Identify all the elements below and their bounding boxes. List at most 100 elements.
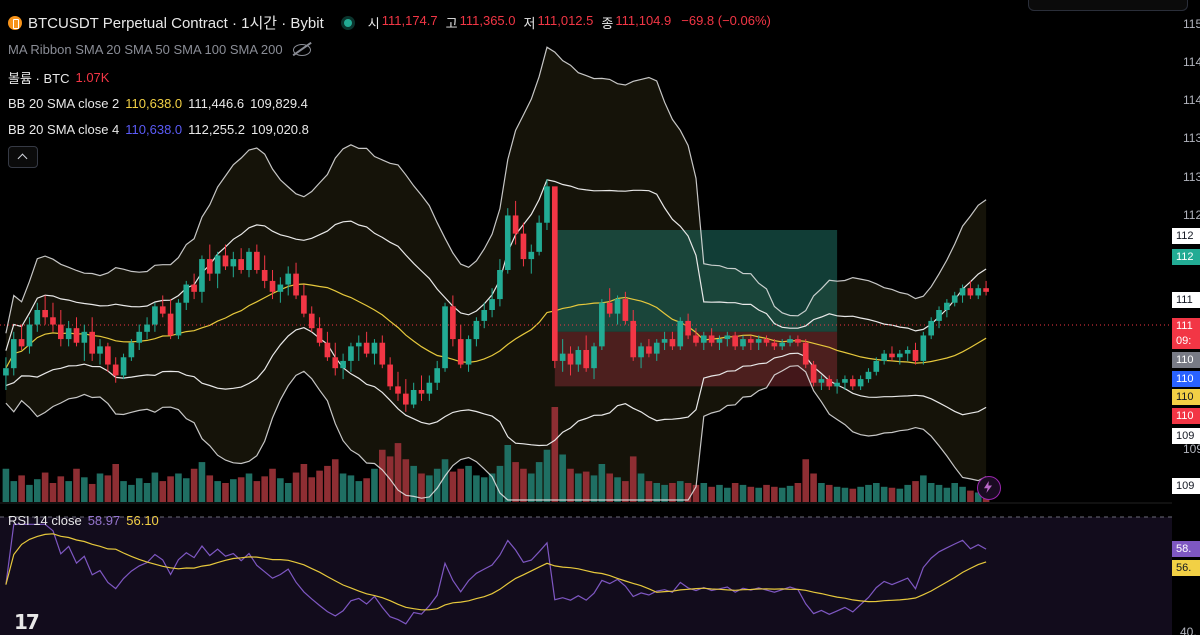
- volume-bar: [567, 468, 574, 502]
- volume-bar: [708, 486, 715, 502]
- candle-body: [818, 379, 825, 383]
- volume-legend[interactable]: 볼륨 · BTC 1.07K: [8, 68, 109, 87]
- volume-bar: [606, 473, 613, 502]
- volume-bar: [316, 470, 323, 502]
- candle-body: [497, 270, 503, 300]
- symbol-title[interactable]: BTCUSDT Perpetual Contract · 1시간 · Bybit: [28, 15, 324, 32]
- candle-body: [18, 339, 25, 347]
- change-value: −69.8 (−0.06%): [681, 13, 771, 28]
- hidden-eye-icon[interactable]: [292, 43, 311, 56]
- volume-bar: [18, 475, 25, 502]
- volume-bar: [465, 465, 472, 502]
- volume-bar: [582, 471, 590, 502]
- candle-body: [653, 342, 660, 354]
- candle-body: [379, 342, 386, 365]
- volume-bar: [104, 475, 112, 502]
- candle-body: [152, 306, 158, 325]
- bb1-basis: 110,638.0: [125, 96, 183, 111]
- bb-outer-fill: [5, 47, 987, 500]
- volume-bar: [692, 484, 700, 502]
- volume-bar: [614, 477, 621, 502]
- volume-bar: [935, 484, 943, 502]
- volume-bar: [300, 464, 308, 502]
- volume-bar: [818, 483, 825, 502]
- volume-bar: [175, 473, 182, 502]
- volume-bar: [778, 487, 786, 502]
- candle-body: [826, 379, 833, 387]
- volume-bar: [645, 481, 653, 502]
- candle-body: [857, 379, 864, 387]
- rsi-tick: 40.: [1180, 625, 1197, 635]
- volume-bar: [974, 492, 982, 502]
- close-value: 111,104.9: [615, 13, 672, 28]
- volume-bar: [488, 473, 496, 502]
- volume-bar: [520, 468, 527, 502]
- candle-body: [520, 233, 527, 260]
- price-scale-label: 112: [1172, 249, 1200, 265]
- bollinger-bands: [5, 46, 987, 501]
- top-toolbar-button[interactable]: [1028, 0, 1188, 11]
- candle-body: [371, 342, 378, 354]
- price-scale-label: 09:: [1172, 333, 1200, 349]
- bb2-legend[interactable]: BB 20 SMA close 4 110,638.0 112,255.2 10…: [8, 122, 309, 137]
- bb1-legend[interactable]: BB 20 SMA close 2 110,638.0 111,446.6 10…: [8, 96, 308, 111]
- lightning-icon[interactable]: [977, 476, 1001, 500]
- bb1-label: BB 20 SMA close 2: [8, 96, 120, 111]
- candle-body: [206, 259, 213, 274]
- volume-bar: [292, 472, 300, 502]
- volume-bar: [622, 481, 629, 502]
- candle-body: [732, 335, 738, 347]
- market-status-icon: [343, 18, 352, 27]
- high-label: 고: [445, 16, 458, 31]
- candle-body: [214, 255, 221, 274]
- volume-bar: [865, 484, 872, 502]
- candle-body: [559, 353, 566, 361]
- candle-body: [316, 328, 323, 343]
- candle-body: [983, 288, 989, 292]
- candle-body: [904, 350, 911, 354]
- candle-body: [128, 342, 135, 358]
- candle-body: [771, 342, 778, 347]
- volume-bar: [739, 484, 747, 502]
- candle-body: [928, 320, 935, 336]
- volume-bar: [661, 484, 668, 502]
- ma-ribbon-legend[interactable]: MA Ribbon SMA 20 SMA 50 SMA 100 SMA 200: [8, 42, 311, 57]
- volume-bar: [81, 477, 88, 502]
- volume-bar: [371, 468, 378, 502]
- volume-bar: [206, 475, 214, 502]
- volume-bar: [473, 475, 480, 502]
- volume-bar: [73, 468, 80, 502]
- candle-body: [183, 284, 190, 303]
- volume-bar: [33, 479, 41, 502]
- candle-body: [167, 313, 174, 336]
- tradingview-logo-icon[interactable]: 17: [14, 610, 40, 634]
- bb1-lower: 109,829.4: [250, 96, 308, 111]
- bb2-label: BB 20 SMA close 4: [8, 122, 120, 137]
- collapse-legend-button[interactable]: [8, 146, 38, 168]
- price-tick: 115: [1183, 17, 1200, 31]
- candle-body: [606, 302, 613, 314]
- rsi-legend[interactable]: RSI 14 close 58.97 56.10: [8, 513, 159, 528]
- volume-bar: [222, 483, 229, 502]
- price-scale-label: 109: [1172, 428, 1200, 444]
- candle-body: [708, 335, 715, 343]
- candle-body: [897, 353, 903, 358]
- volume-bar: [629, 456, 637, 502]
- price-axis[interactable]: 115 114 114 113 113 112 109 40.: [1180, 17, 1200, 635]
- volume-bar: [379, 449, 386, 502]
- bb4-lower-line: [5, 365, 987, 501]
- candle-body: [403, 393, 409, 405]
- candle-body: [363, 342, 370, 354]
- candle-body: [81, 331, 88, 343]
- rsi-label: RSI 14 close: [8, 513, 82, 528]
- close-label: 종: [601, 16, 614, 31]
- candle-body: [230, 259, 237, 267]
- candle-body: [544, 186, 550, 223]
- candle-body: [951, 295, 958, 303]
- open-label: 시: [367, 16, 380, 31]
- candle-body: [285, 273, 292, 285]
- volume-bar: [410, 465, 417, 502]
- volume-bar: [261, 476, 268, 502]
- volume-bar: [951, 483, 959, 502]
